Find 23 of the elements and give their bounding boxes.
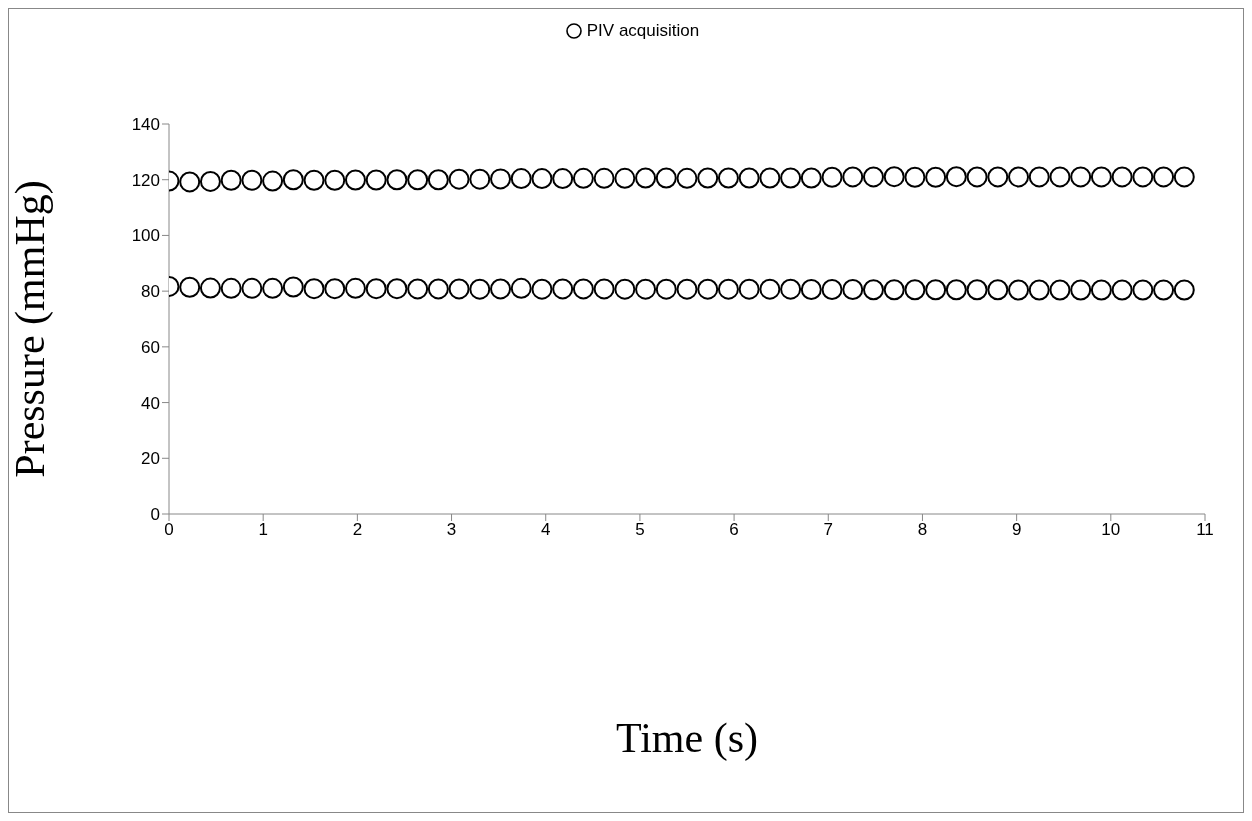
y-tick-label: 40 [141,393,160,413]
x-tick-label: 7 [823,520,834,540]
y-tick-label: 140 [131,115,160,135]
legend-label: PIV acquisition [585,21,700,41]
y-tick-label: 120 [131,170,160,190]
x-tick-label: 9 [1011,520,1022,540]
x-tick-label: 8 [917,520,928,540]
y-tick-label: 80 [141,282,160,302]
x-tick-label: 2 [352,520,363,540]
y-tick-label: 100 [131,226,160,246]
x-tick-label: 4 [540,520,551,540]
x-tick-label: 1 [258,520,268,540]
x-tick-label: 6 [729,520,739,540]
x-tick-label: 0 [164,520,174,540]
y-tick-label: 20 [141,449,160,469]
x-tick-label: 10 [1101,520,1121,540]
x-tick-label: 3 [446,520,457,540]
y-tick-label: 0 [150,505,160,525]
x-tick-label: 5 [635,520,645,540]
y-axis-title: Pressure (mmHg) [6,180,54,478]
x-tick-label: 11 [1196,520,1214,540]
x-axis-title: Time (s) [616,715,758,762]
y-tick-label: 60 [141,337,160,357]
